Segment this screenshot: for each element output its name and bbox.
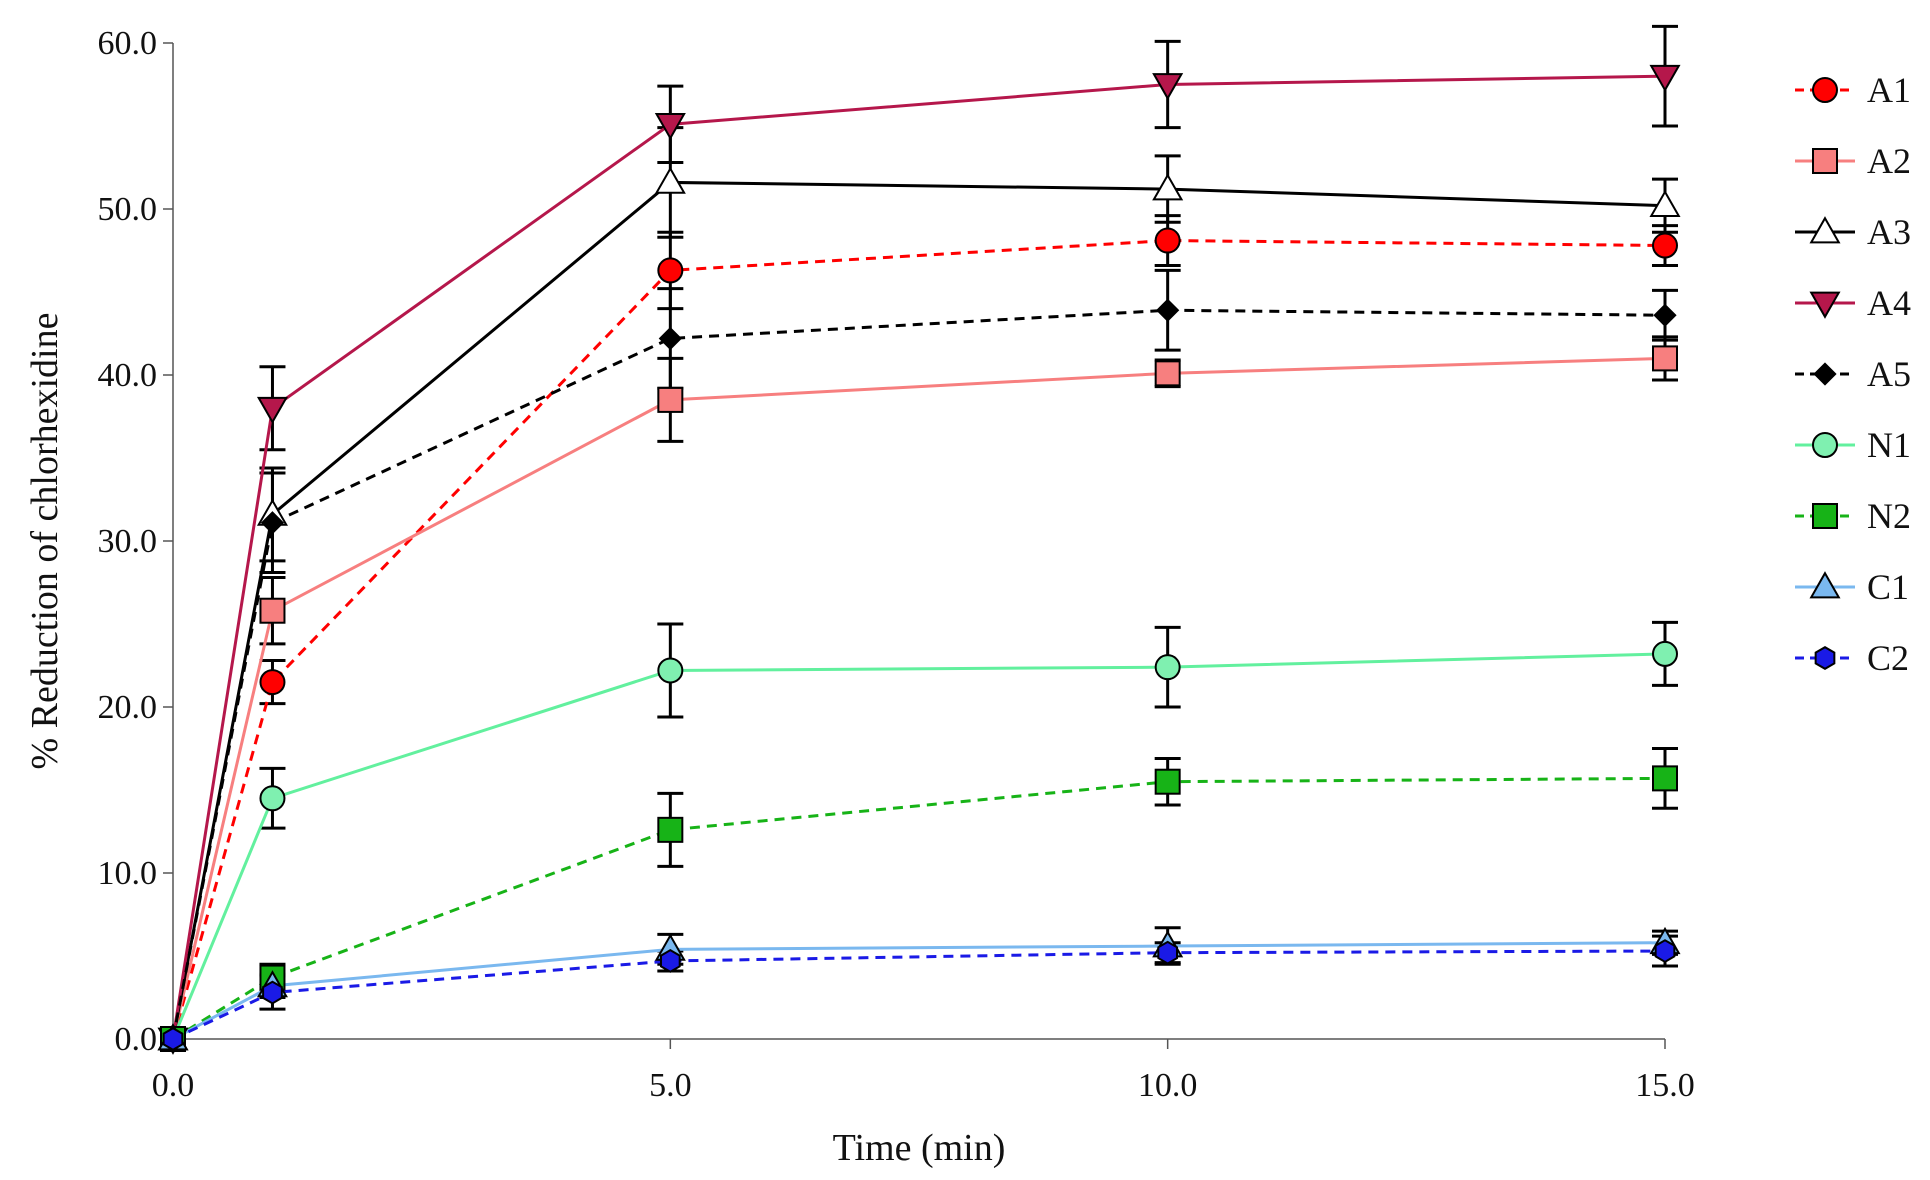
series-lines [171,74,1666,1041]
error-bars [259,24,1678,1011]
data-point-a2 [1652,345,1678,372]
legend-item-a2: A2 [1795,141,1911,181]
legend-item-a4: A4 [1795,283,1911,323]
y-tick-label: 40.0 [98,357,158,394]
data-point-a1 [1154,227,1181,254]
legend-marker-a2 [1812,148,1838,174]
data-point-n2 [1154,768,1181,795]
data-point-c2 [659,949,681,973]
x-tick-label: 5.0 [649,1067,692,1104]
series-line-c2 [172,949,1666,1041]
legend-item-n2: N2 [1795,496,1911,536]
legend-item-a5: A5 [1795,354,1911,394]
data-point-n1 [657,657,684,684]
data-point-a5 [1156,298,1180,322]
y-axis-label: % Reduction of chlorhexidine [24,313,66,770]
y-tick-label: 20.0 [98,689,158,726]
data-point-a1 [1652,232,1678,259]
data-point-a4 [1649,64,1681,93]
x-axis-label: Time (min) [833,1127,1006,1169]
x-tick-label: 10.0 [1138,1067,1198,1104]
series-line-a5 [171,308,1666,1040]
data-point-a4 [654,112,686,141]
data-point-c2 [262,980,283,1005]
y-tick-label: 50.0 [98,191,158,228]
data-point-n1 [259,785,286,812]
legend-label-a4: A4 [1867,283,1911,323]
data-point-a2 [259,597,286,624]
series-line-n2 [172,776,1666,1041]
data-point-a4 [1152,73,1184,101]
legend-label-c2: C2 [1867,638,1909,678]
data-point-n1 [1154,654,1181,681]
data-point-c2 [1654,939,1676,963]
data-point-a3 [654,166,686,194]
data-point-a3 [1152,173,1184,201]
y-tick-label: 0.0 [115,1021,158,1058]
data-point-a3 [1649,189,1681,218]
legend-item-c1: C1 [1795,567,1909,607]
legend-item-c2: C2 [1795,638,1909,678]
series-line-a1 [171,239,1666,1040]
legend-item-a3: A3 [1795,212,1911,252]
ticks: 0.0 10.0 20.0 30.0 40.0 50.0 60.0 0.0 5.0 10.0 15.… [98,25,1695,1104]
legend-marker-n2 [1812,503,1838,529]
legend-label-a1: A1 [1867,70,1911,110]
series-line-a2 [171,356,1666,1040]
y-tick-label: 60.0 [98,25,158,62]
legend-marker-c1 [1809,571,1841,599]
data-point-a2 [657,386,684,413]
data-point-a2 [1154,360,1181,387]
data-point-n2 [657,816,684,843]
data-point-n1 [1652,640,1678,667]
legend-label-n2: N2 [1867,496,1911,536]
legend-marker-a1 [1812,77,1838,103]
legend-label-a3: A3 [1867,212,1911,252]
legend-label-n1: N1 [1867,425,1911,465]
data-point-a1 [657,257,684,284]
legend-marker-a5 [1813,362,1837,386]
series-markers [157,64,1681,1055]
legend-item-n1: N1 [1795,425,1911,465]
data-point-a5 [658,326,682,351]
x-tick-label: 0.0 [152,1067,195,1104]
data-point-a5 [1653,303,1677,327]
y-tick-label: 10.0 [98,855,158,892]
data-point-c2 [162,1027,184,1051]
series-line-a3 [171,180,1666,1040]
legend-marker-n1 [1812,432,1838,458]
x-tick-label: 15.0 [1635,1067,1695,1104]
legend-label-a5: A5 [1867,354,1911,394]
legend-marker-c2 [1814,646,1836,670]
data-point-n2 [1652,765,1678,792]
y-tick-label: 30.0 [98,523,158,560]
legend: A1 A2 A3 A4 A5 N1 N2 C1 C2 [1795,70,1911,678]
series-line-n1 [171,652,1666,1040]
legend-label-a2: A2 [1867,141,1911,181]
data-point-c2 [1157,940,1179,965]
legend-marker-a3 [1809,216,1841,244]
legend-item-a1: A1 [1795,70,1911,110]
axes [172,43,1665,1040]
data-point-a1 [259,669,286,696]
data-point-a4 [256,396,288,425]
series-line-a4 [171,74,1666,1040]
legend-label-c1: C1 [1867,567,1909,607]
data-point-a5 [260,511,285,535]
legend-marker-a4 [1809,291,1841,319]
